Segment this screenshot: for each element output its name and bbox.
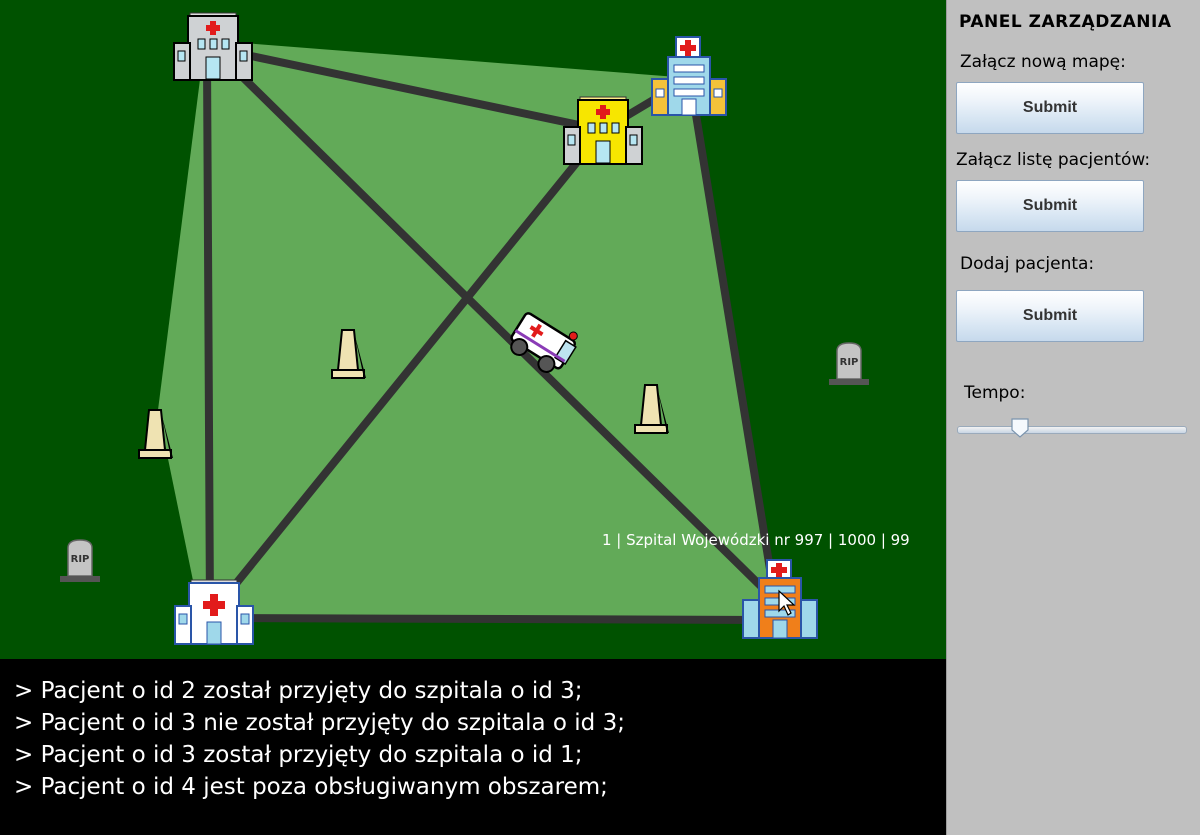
ambulance-icon[interactable] xyxy=(505,305,582,379)
log-line: > Pacjent o id 2 został przyjęty do szpi… xyxy=(14,678,583,704)
road xyxy=(209,614,779,624)
monument-icon xyxy=(331,329,366,379)
control-panel: PANEL ZARZĄDZANIA Załącz nową mapę: Subm… xyxy=(946,0,1200,835)
log-line: > Pacjent o id 4 jest poza obsługiwanym … xyxy=(14,774,608,800)
attach-patients-label: Załącz listę pacjentów: xyxy=(956,150,1151,170)
gravestone-icon: RIP xyxy=(829,342,869,385)
mouse-cursor-icon xyxy=(778,589,796,616)
hospital-icon-yellow[interactable] xyxy=(563,96,643,165)
add-patient-label: Dodaj pacjenta: xyxy=(960,254,1095,274)
log-line: > Pacjent o id 3 został przyjęty do szpi… xyxy=(14,742,583,768)
attach-map-submit-button[interactable]: Submit xyxy=(956,82,1144,134)
road xyxy=(209,44,607,134)
event-log: > Pacjent o id 2 został przyjęty do szpi… xyxy=(0,659,946,835)
panel-title: PANEL ZARZĄDZANIA xyxy=(959,12,1172,32)
monument-icon xyxy=(634,384,669,434)
gravestone-icon: RIP xyxy=(60,539,100,582)
tempo-slider[interactable] xyxy=(957,418,1187,438)
hospital-icon-blue[interactable] xyxy=(651,36,727,116)
hospital-icon-gray[interactable] xyxy=(173,12,253,81)
slider-thumb[interactable] xyxy=(1011,418,1029,438)
map-canvas[interactable]: RIP RIP 1 | Szpital Wojewódzki nr 997 | … xyxy=(0,0,946,659)
log-line: > Pacjent o id 3 nie został przyjęty do … xyxy=(14,710,625,736)
map-graphics: RIP RIP xyxy=(60,12,869,645)
road xyxy=(203,56,214,616)
add-patient-submit-button[interactable]: Submit xyxy=(956,290,1144,342)
monument-icon xyxy=(138,409,173,459)
service-area xyxy=(158,40,775,622)
hospital-tooltip: 1 | Szpital Wojewódzki nr 997 | 1000 | 9… xyxy=(602,531,910,549)
attach-patients-submit-button[interactable]: Submit xyxy=(956,180,1144,232)
road xyxy=(686,74,779,604)
road xyxy=(209,126,607,616)
attach-map-label: Załącz nową mapę: xyxy=(960,52,1126,72)
tempo-label: Tempo: xyxy=(964,383,1026,403)
grave-text: RIP xyxy=(840,357,859,368)
road xyxy=(209,44,779,604)
hospital-icon-white[interactable] xyxy=(174,579,254,645)
grave-text: RIP xyxy=(71,554,90,565)
